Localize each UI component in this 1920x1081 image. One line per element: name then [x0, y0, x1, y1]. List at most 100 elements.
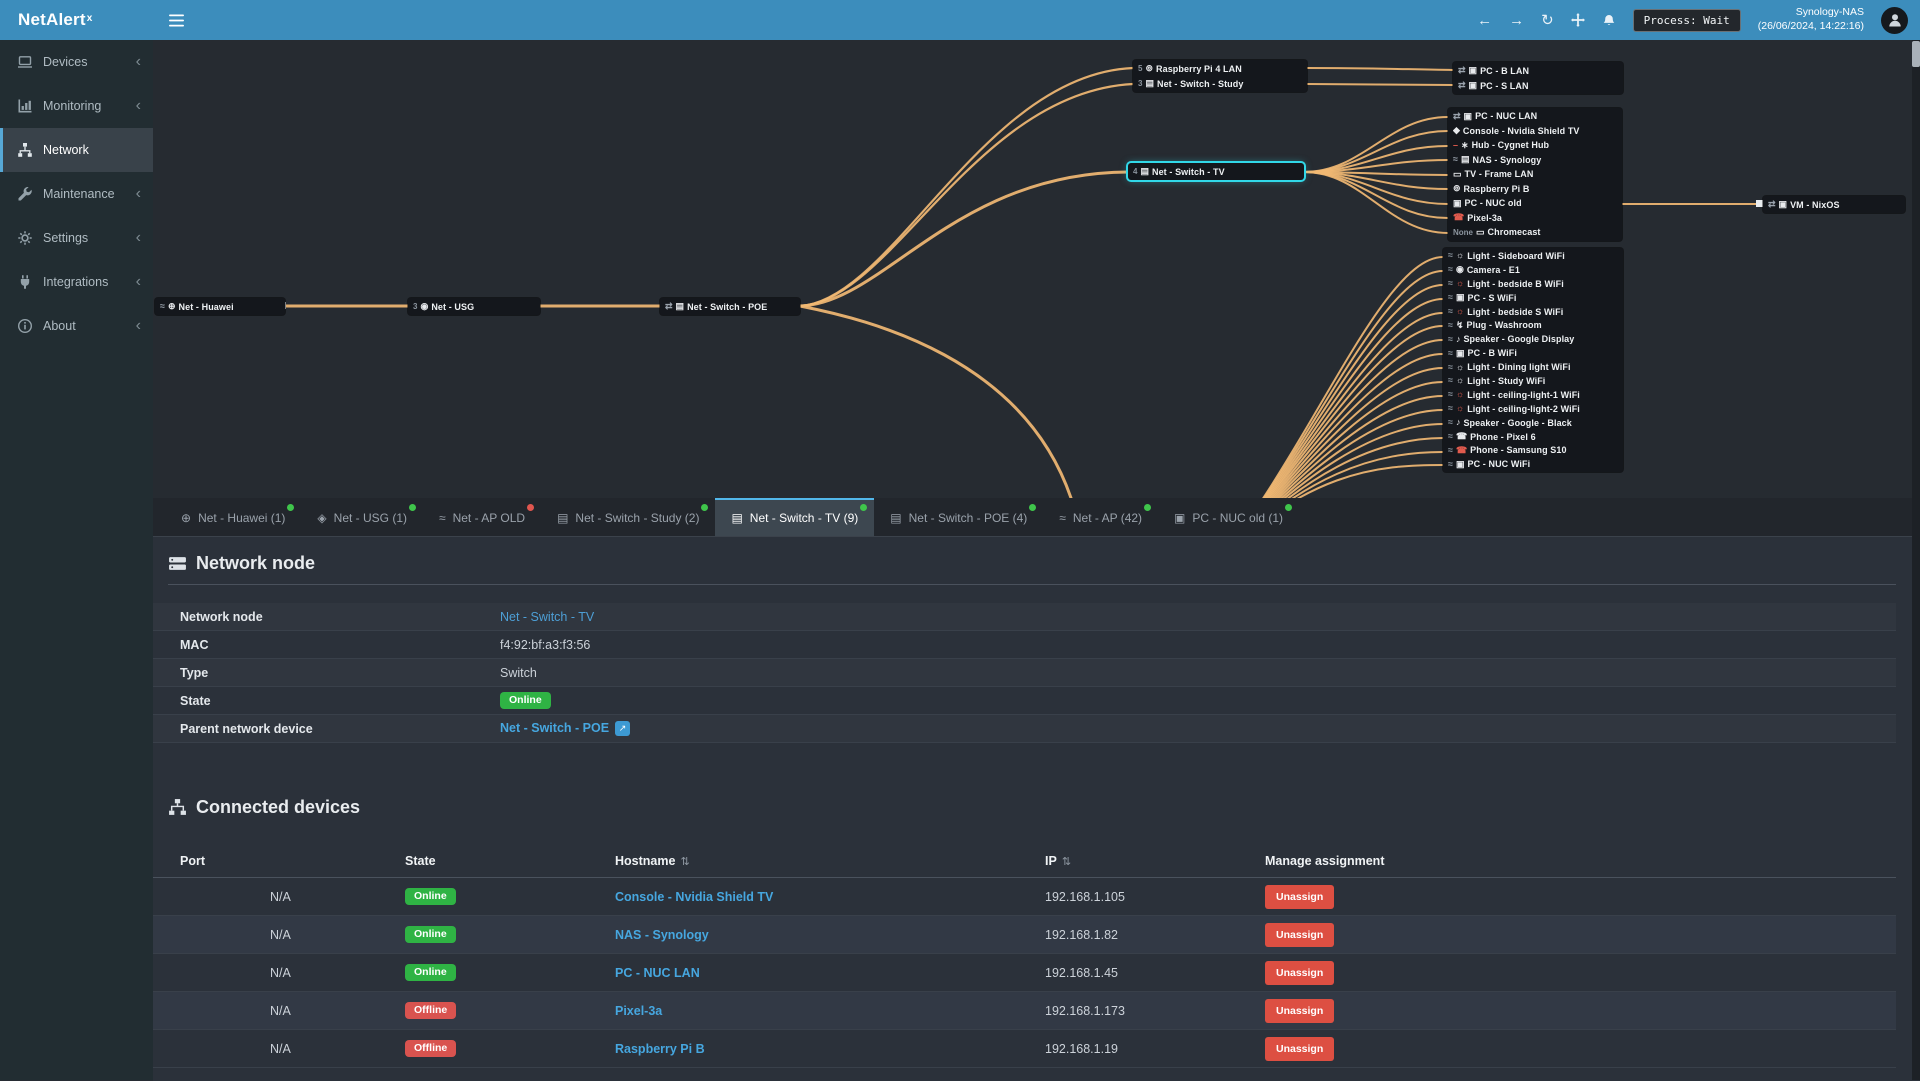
sidebar-item-integrations[interactable]: Integrations ‹: [0, 260, 153, 304]
diagram-node-row[interactable]: ≈☼Light - Sideboard WiFi: [1448, 249, 1618, 263]
back-icon[interactable]: ←: [1477, 13, 1492, 28]
diagram-node-row[interactable]: ≈⊕Net - Huawei: [160, 299, 280, 314]
diagram-node-row[interactable]: ≈♪Speaker - Google - Black: [1448, 416, 1618, 430]
device-icon: ↯: [1456, 321, 1464, 330]
diagram-node-row[interactable]: ≈▣PC - NUC WiFi: [1448, 457, 1618, 471]
laptop-icon: [16, 54, 33, 70]
tab-icon: ≈: [1059, 512, 1066, 524]
diagram-node-row[interactable]: ≈↯Plug - Washroom: [1448, 318, 1618, 332]
node-net-switch-tv-selected[interactable]: 4▤Net - Switch - TV: [1128, 163, 1304, 180]
node-group-wifi-devices[interactable]: ≈☼Light - Sideboard WiFi≈◉Camera - E1≈☼L…: [1443, 248, 1623, 472]
process-status-chip[interactable]: Process: Wait: [1633, 9, 1741, 32]
notifications-bell-icon[interactable]: [1602, 13, 1616, 28]
diagram-node-row[interactable]: ≈▣PC - B WiFi: [1448, 346, 1618, 360]
device-hostname-link[interactable]: NAS - Synology: [615, 928, 709, 942]
node-net-switch-poe[interactable]: ⇄▤Net - Switch - POE: [660, 298, 800, 315]
diagram-node-row[interactable]: 3◉Net - USG: [413, 299, 535, 314]
device-hostname-link[interactable]: Pixel-3a: [615, 1004, 662, 1018]
diagram-node-row[interactable]: ⇄▣PC - S LAN: [1458, 78, 1618, 93]
diagram-node-row[interactable]: ≈▤NAS - Synology: [1453, 153, 1617, 168]
diagram-node-row[interactable]: ≈♪Speaker - Google Display: [1448, 332, 1618, 346]
vertical-scrollbar[interactable]: [1912, 40, 1920, 1080]
device-icon: ▤: [676, 302, 685, 311]
diagram-node-row[interactable]: ▣PC - NUC old: [1453, 196, 1617, 211]
network-tab[interactable]: ◈ Net - USG (1): [301, 498, 423, 536]
diagram-node-row[interactable]: ≈☼Light - Study WiFi: [1448, 374, 1618, 388]
network-tab[interactable]: ▣ PC - NUC old (1): [1158, 498, 1299, 536]
diagram-node-row[interactable]: ☎Pixel-3a: [1453, 211, 1617, 226]
diagram-node-row[interactable]: ⊚Raspberry Pi B: [1453, 182, 1617, 197]
diagram-node-row[interactable]: 3▤Net - Switch - Study: [1138, 76, 1302, 91]
device-hostname-link[interactable]: Console - Nvidia Shield TV: [615, 890, 773, 904]
device-state-badge: Online: [405, 926, 456, 944]
diagram-node-row[interactable]: ≈☎Phone - Pixel 6: [1448, 430, 1618, 444]
network-tab[interactable]: ≈ Net - AP OLD: [423, 498, 541, 536]
sidebar-item-monitoring[interactable]: Monitoring ‹: [0, 84, 153, 128]
diagram-node-row[interactable]: ≈☎Phone - Samsung S10: [1448, 443, 1618, 457]
sidebar-toggle-button[interactable]: [153, 0, 199, 40]
unassign-button[interactable]: Unassign: [1265, 999, 1334, 1023]
device-icon: ∗: [1461, 141, 1469, 150]
diagram-node-row[interactable]: ⇄▤Net - Switch - POE: [665, 299, 795, 314]
network-tab[interactable]: ▤ Net - Switch - TV (9): [715, 498, 874, 536]
device-icon: ⇄: [1768, 200, 1776, 209]
network-tab[interactable]: ≈ Net - AP (42): [1043, 498, 1158, 536]
diagram-node-row[interactable]: ◆Console - Nvidia Shield TV: [1453, 124, 1617, 139]
unassign-button[interactable]: Unassign: [1265, 885, 1334, 909]
detail-row-mac: MAC f4:92:bf:a3:f3:56: [153, 631, 1896, 659]
unassign-button[interactable]: Unassign: [1265, 1037, 1334, 1061]
diagram-node-row[interactable]: ▭TV - Frame LAN: [1453, 167, 1617, 182]
unassign-button[interactable]: Unassign: [1265, 961, 1334, 985]
scrollbar-thumb[interactable]: [1912, 41, 1920, 67]
external-link-icon[interactable]: ↗: [615, 721, 630, 736]
device-label: Pixel-3a: [1467, 213, 1502, 223]
user-avatar[interactable]: [1881, 7, 1908, 34]
sidebar-item-about[interactable]: About ‹: [0, 304, 153, 348]
diagram-node-row[interactable]: ⇄▣PC - B LAN: [1458, 63, 1618, 78]
diagram-node-row[interactable]: ≈☼Light - bedside B WiFi: [1448, 277, 1618, 291]
network-tab[interactable]: ⊕ Net - Huawei (1): [165, 498, 301, 536]
sidebar-item-settings[interactable]: Settings ‹: [0, 216, 153, 260]
diagram-node-row[interactable]: 4▤Net - Switch - TV: [1133, 164, 1299, 179]
diagram-node-row[interactable]: ≈☼Light - bedside S WiFi: [1448, 305, 1618, 319]
sort-icon[interactable]: ⇅: [1062, 856, 1071, 868]
diagram-node-row[interactable]: ≈☼Light - Dining light WiFi: [1448, 360, 1618, 374]
network-tab[interactable]: ▤ Net - Switch - Study (2): [541, 498, 715, 536]
network-tab[interactable]: ▤ Net - Switch - POE (4): [874, 498, 1043, 536]
node-net-usg[interactable]: 3◉Net - USG: [408, 298, 540, 315]
diagram-node-row[interactable]: ⇄▣PC - NUC LAN: [1453, 109, 1617, 124]
ip-header[interactable]: IP⇅: [1045, 854, 1265, 868]
network-node-link[interactable]: Net - Switch - TV: [500, 610, 594, 624]
move-icon[interactable]: [1571, 13, 1585, 27]
sidebar-item-devices[interactable]: Devices ‹: [0, 40, 153, 84]
node-net-huawei[interactable]: ≈⊕Net - Huawei: [155, 298, 285, 315]
device-hostname-link[interactable]: Raspberry Pi B: [615, 1042, 705, 1056]
sidebar: Devices ‹ Monitoring ‹ Network Maintenan…: [0, 40, 153, 1080]
hostname-header[interactable]: Hostname⇅: [615, 854, 1045, 868]
node-group-switch-tv-devices[interactable]: ⇄▣PC - NUC LAN◆Console - Nvidia Shield T…: [1448, 108, 1622, 241]
diagram-node-row[interactable]: 5⊚Raspberry Pi 4 LAN: [1138, 61, 1302, 76]
diagram-node-row[interactable]: ≈▣PC - S WiFi: [1448, 291, 1618, 305]
node-vm-nixos[interactable]: ⇄▣VM - NixOS: [1763, 196, 1905, 213]
diagram-node-row[interactable]: ≈☼Light - ceiling-light-1 WiFi: [1448, 388, 1618, 402]
device-icon: ☼: [1456, 390, 1464, 399]
refresh-icon[interactable]: ↻: [1541, 13, 1554, 28]
network-topology-diagram[interactable]: ≈⊕Net - Huawei 3◉Net - USG ⇄▤Net - Switc…: [153, 40, 1920, 498]
unassign-button[interactable]: Unassign: [1265, 923, 1334, 947]
parent-node-link[interactable]: Net - Switch - POE: [500, 721, 609, 735]
forward-icon[interactable]: →: [1509, 13, 1524, 28]
device-label: PC - NUC old: [1465, 198, 1522, 208]
type-value: Switch: [500, 666, 1896, 680]
sort-icon[interactable]: ⇅: [680, 856, 689, 868]
sidebar-item-network[interactable]: Network: [0, 128, 153, 172]
node-group-study-devices[interactable]: ⇄▣PC - B LAN⇄▣PC - S LAN: [1453, 62, 1623, 94]
sidebar-item-maintenance[interactable]: Maintenance ‹: [0, 172, 153, 216]
device-hostname-link[interactable]: PC - NUC LAN: [615, 966, 700, 980]
diagram-node-row[interactable]: ≈◉Camera - E1: [1448, 263, 1618, 277]
diagram-node-row[interactable]: None▭Chromecast: [1453, 225, 1617, 240]
diagram-node-row[interactable]: ⇄▣VM - NixOS: [1768, 197, 1900, 212]
diagram-node-row[interactable]: –∗Hub - Cygnet Hub: [1453, 138, 1617, 153]
diagram-node-row[interactable]: ≈☼Light - ceiling-light-2 WiFi: [1448, 402, 1618, 416]
